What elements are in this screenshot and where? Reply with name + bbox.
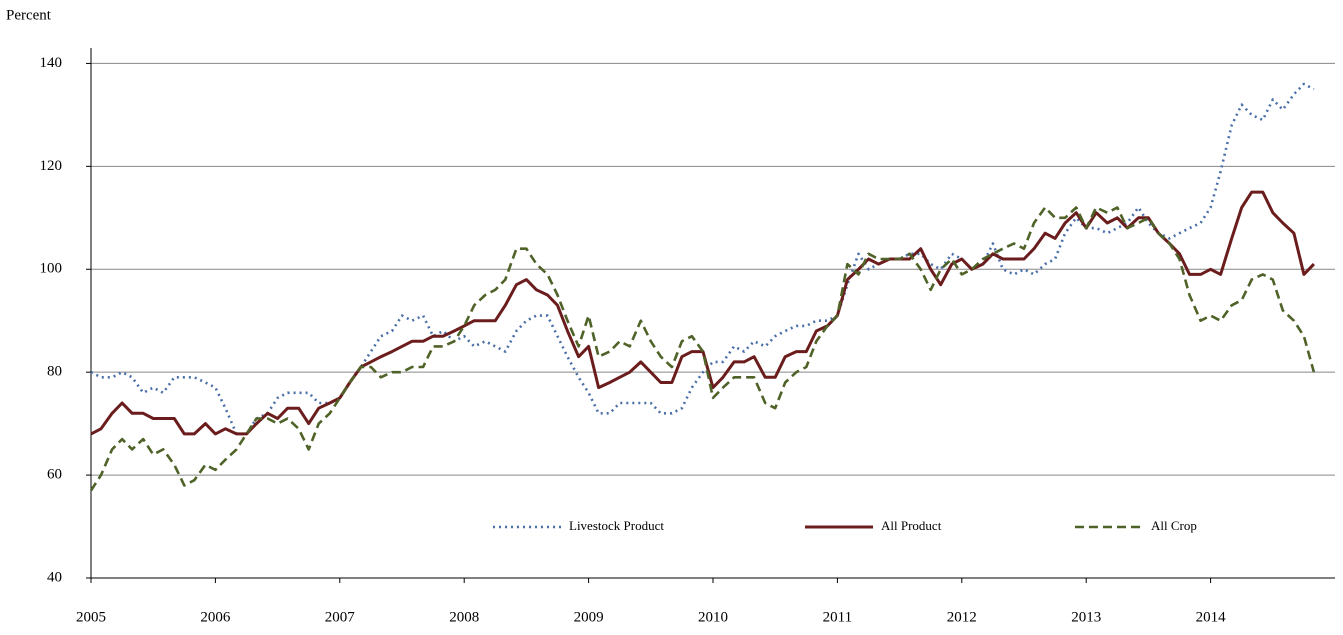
y-tick-label: 60 xyxy=(47,467,62,483)
x-tick-label: 2011 xyxy=(823,609,852,625)
x-tick-label: 2006 xyxy=(200,609,231,625)
x-tick-label: 2012 xyxy=(947,609,977,625)
y-tick-label: 120 xyxy=(40,158,63,174)
x-tick-label: 2010 xyxy=(698,609,728,625)
series-line xyxy=(90,190,1315,436)
y-tick-label: 140 xyxy=(40,55,63,71)
legend-label: All Product xyxy=(881,518,942,533)
x-tick-label: 2014 xyxy=(1196,609,1227,625)
x-tick-label: 2005 xyxy=(76,609,106,625)
legend-label: Livestock Product xyxy=(569,518,664,533)
x-tick-label: 2013 xyxy=(1071,609,1101,625)
x-tick-label: 2009 xyxy=(574,609,604,625)
legend: Livestock Product All Product All Crop xyxy=(493,518,1197,533)
series-line xyxy=(90,82,1315,436)
y-tick-label: 40 xyxy=(47,569,62,585)
y-tick-label: 80 xyxy=(47,364,62,380)
x-tick-label: 2008 xyxy=(449,609,479,625)
legend-label: All Crop xyxy=(1151,518,1197,533)
y-tick-label: 100 xyxy=(40,261,63,277)
x-tick-label: 2007 xyxy=(325,609,356,625)
y-axis-label: Percent xyxy=(6,7,52,23)
series-line xyxy=(89,206,1316,492)
